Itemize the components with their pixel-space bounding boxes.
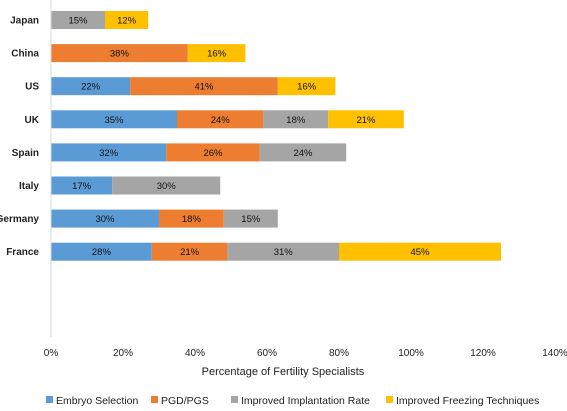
- bar-segment: [51, 242, 152, 261]
- bar-segment: [159, 209, 224, 228]
- x-tick-label: 20%: [113, 348, 133, 359]
- data-label: 30%: [157, 181, 177, 192]
- legend-label: Improved Freezing Techniques: [396, 395, 539, 407]
- legend-swatch: [386, 396, 393, 403]
- x-tick-label: 60%: [257, 348, 277, 359]
- category-label: France: [6, 247, 39, 258]
- bar-segment: [51, 209, 159, 228]
- data-label: 24%: [211, 115, 231, 126]
- data-label: 28%: [92, 247, 112, 258]
- data-label: 21%: [356, 115, 376, 126]
- data-label: 16%: [207, 49, 227, 60]
- legend: Embryo Selection PGD/PGS Improved Implanta…: [46, 395, 539, 407]
- data-label: 15%: [241, 214, 261, 225]
- category-label: Spain: [12, 148, 39, 159]
- category-label: UK: [25, 115, 40, 126]
- data-label: 12%: [117, 16, 137, 27]
- bar-segment: [277, 77, 336, 96]
- bar-segment: [223, 209, 278, 228]
- data-label: 45%: [410, 247, 430, 258]
- data-label: 16%: [297, 82, 317, 93]
- legend-label: PGD/PGS: [161, 395, 209, 407]
- bar-segment: [227, 242, 339, 261]
- data-label: 15%: [68, 16, 88, 27]
- category-label: Germany: [0, 214, 39, 225]
- bar-segment: [51, 176, 113, 195]
- bar-segment: [105, 11, 149, 29]
- legend-swatch: [151, 396, 158, 403]
- category-label: China: [11, 49, 39, 60]
- bar-segment: [112, 176, 221, 195]
- bar-segment: [51, 143, 167, 162]
- legend-label: Embryo Selection: [56, 395, 138, 407]
- legend-label: Improved Implantation Rate: [241, 395, 370, 407]
- bar-segment: [151, 242, 228, 261]
- data-label: 26%: [203, 148, 223, 159]
- bar-segment: [177, 110, 264, 129]
- data-label: 24%: [293, 148, 313, 159]
- data-label: 35%: [104, 115, 124, 126]
- bar-segment: [51, 110, 177, 129]
- y-axis-labels: Japan China US UK Spain Italy Germany France: [0, 16, 40, 259]
- bar-segment: [328, 110, 404, 129]
- bar-segment: [51, 77, 131, 96]
- data-label: 32%: [99, 148, 119, 159]
- bar-segment: [130, 77, 278, 96]
- data-label: 30%: [95, 214, 115, 225]
- x-tick-label: 120%: [470, 348, 496, 359]
- bar-segment: [166, 143, 260, 162]
- x-axis: 0% 20% 40% 60% 80% 100% 120% 140%: [44, 0, 567, 359]
- category-label: Italy: [19, 181, 39, 192]
- bar-segment: [339, 242, 501, 261]
- x-tick-label: 100%: [398, 348, 424, 359]
- bars-group: 15% 12% 38% 16% 22% 41% 16% 35% 24% 18% 21% 32% 26% 2…: [51, 11, 501, 261]
- data-label: 18%: [286, 115, 306, 126]
- bar-segment: [263, 110, 329, 129]
- bar-segment: [259, 143, 347, 162]
- x-axis-title: Percentage of Fertility Specialists: [202, 366, 365, 378]
- x-tick-label: 40%: [185, 348, 205, 359]
- data-label: 31%: [274, 247, 294, 258]
- data-label: 41%: [194, 82, 214, 93]
- data-label: 17%: [72, 181, 92, 192]
- category-label: Japan: [10, 16, 39, 27]
- x-tick-label: 0%: [44, 348, 59, 359]
- x-tick-label: 140%: [542, 348, 567, 359]
- bar-segment: [51, 11, 105, 29]
- x-tick-label: 80%: [329, 348, 349, 359]
- category-label: US: [25, 82, 39, 93]
- data-label: 21%: [180, 247, 200, 258]
- bar-segment: [187, 44, 246, 63]
- legend-swatch: [231, 396, 238, 403]
- data-label: 18%: [182, 214, 202, 225]
- data-label: 38%: [110, 49, 130, 60]
- bar-segment: [51, 44, 188, 63]
- data-label: 22%: [81, 82, 101, 93]
- legend-swatch: [46, 396, 53, 403]
